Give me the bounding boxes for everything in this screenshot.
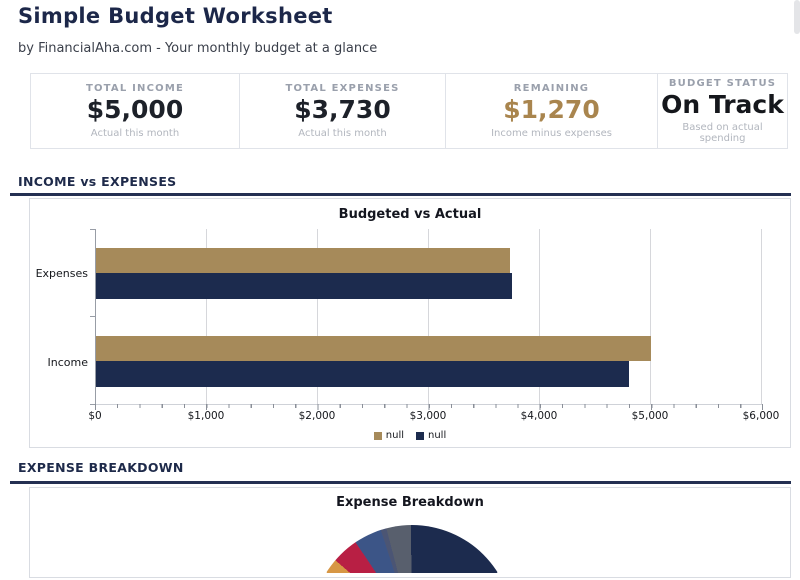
stat-value: $1,270 bbox=[503, 95, 600, 125]
stat-label: REMAINING bbox=[513, 83, 590, 95]
legend-item-series1: null bbox=[373, 430, 404, 441]
pie-chart-clip bbox=[311, 525, 513, 573]
stat-value: $5,000 bbox=[86, 95, 184, 125]
page-subtitle: by FinancialAha.com - Your monthly budge… bbox=[18, 41, 378, 56]
gridline-1000 bbox=[206, 229, 207, 404]
gridline-5000 bbox=[650, 229, 651, 404]
x-tick-label: $3,000 bbox=[409, 410, 447, 422]
x-tick-label: $6,000 bbox=[742, 410, 780, 422]
stat-value: On Track bbox=[661, 89, 784, 119]
gridline-6000 bbox=[761, 229, 762, 404]
section-underline bbox=[10, 193, 791, 196]
legend-swatch-navy bbox=[416, 431, 424, 440]
x-tick-label: $0 bbox=[88, 410, 102, 422]
legend-item-series2: null bbox=[416, 430, 446, 441]
section-underline bbox=[10, 481, 791, 484]
scrollbar-thumb[interactable] bbox=[794, 0, 800, 34]
gridline-3000 bbox=[428, 229, 429, 404]
bar-expenses-series2 bbox=[96, 273, 512, 299]
x-tick-label: $4,000 bbox=[520, 410, 558, 422]
x-tick-label: $1,000 bbox=[187, 410, 225, 422]
stat-label: TOTAL INCOME bbox=[85, 83, 185, 95]
bar-chart-title: Budgeted vs Actual bbox=[338, 207, 482, 222]
stat-sub: Income minus expenses bbox=[491, 127, 612, 139]
category-label-expenses: Expenses bbox=[35, 267, 88, 280]
stat-sub: Actual this month bbox=[90, 127, 180, 139]
pie-chart-card: Expense Breakdown bbox=[29, 487, 791, 578]
page-title: Simple Budget Worksheet bbox=[18, 4, 333, 28]
category-label-income: Income bbox=[47, 356, 88, 369]
bar-income-series2 bbox=[96, 361, 629, 387]
summary-card-total-expenses: TOTAL EXPENSES $3,730 Actual this month bbox=[240, 73, 446, 149]
expense-breakdown-pie bbox=[311, 525, 513, 573]
stat-label: BUDGET STATUS bbox=[668, 77, 777, 89]
gridline-4000 bbox=[539, 229, 540, 404]
y-axis-tick bbox=[90, 316, 95, 317]
summary-card-total-income: TOTAL INCOME $5,000 Actual this month bbox=[30, 73, 240, 149]
legend-label: null bbox=[428, 430, 447, 441]
summary-card-budget-status: BUDGET STATUS On Track Based on actual s… bbox=[658, 73, 788, 149]
pie-chart-title: Expense Breakdown bbox=[336, 495, 484, 510]
x-tick-label: $5,000 bbox=[631, 410, 669, 422]
gridline-2000 bbox=[317, 229, 318, 404]
stat-label: TOTAL EXPENSES bbox=[285, 83, 400, 95]
legend-swatch-tan bbox=[373, 431, 382, 440]
y-axis-tick bbox=[90, 229, 95, 230]
stat-sub: Actual this month bbox=[298, 127, 387, 139]
y-axis-line bbox=[95, 229, 96, 404]
stat-sub: Based on actual spending bbox=[682, 122, 763, 145]
summary-card-remaining: REMAINING $1,270 Income minus expenses bbox=[446, 73, 658, 149]
legend-label: null bbox=[385, 430, 404, 441]
bar-income-series1 bbox=[96, 336, 651, 361]
y-axis-tick bbox=[90, 404, 95, 405]
section-header-income-vs-expenses: INCOME vs EXPENSES bbox=[18, 174, 177, 189]
bar-chart-card: Budgeted vs Actual Expenses Income $0 $1… bbox=[29, 198, 791, 448]
summary-row: TOTAL INCOME $5,000 Actual this month TO… bbox=[30, 73, 788, 149]
section-header-expense-breakdown: EXPENSE BREAKDOWN bbox=[18, 460, 184, 475]
x-tick-label: $2,000 bbox=[298, 410, 336, 422]
x-axis-major-ticks bbox=[95, 404, 763, 410]
bar-expenses-series1 bbox=[96, 248, 510, 273]
chart-legend: null null bbox=[30, 430, 790, 441]
stat-value: $3,730 bbox=[294, 95, 391, 125]
